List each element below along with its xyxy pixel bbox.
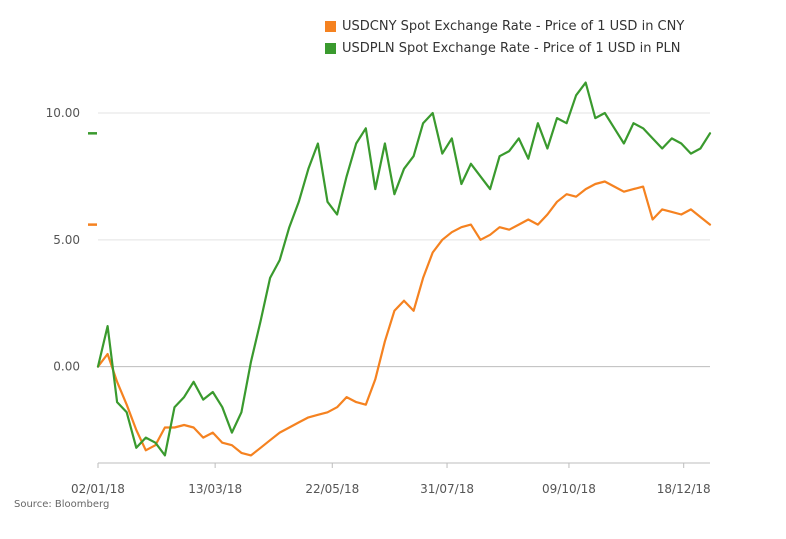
y-tick-label: 5.00 xyxy=(53,233,80,247)
series-line-usdpln xyxy=(96,81,712,457)
legend-item-usdpln: USDPLN Spot Exchange Rate - Price of 1 U… xyxy=(325,37,684,59)
legend-item-usdcny: USDCNY Spot Exchange Rate - Price of 1 U… xyxy=(325,15,684,37)
y-tick-label: 10.00 xyxy=(46,106,80,120)
legend-swatch-usdcny xyxy=(325,20,336,32)
source-note: Source: Bloomberg xyxy=(14,499,110,510)
chart-legend: USDCNY Spot Exchange Rate - Price of 1 U… xyxy=(325,15,684,59)
y-tick-label: 0.00 xyxy=(53,360,80,374)
x-tick-label: 31/07/18 xyxy=(420,482,474,496)
legend-label-usdpln: USDPLN Spot Exchange Rate - Price of 1 U… xyxy=(342,40,681,56)
x-tick-label: 18/12/18 xyxy=(657,482,711,496)
legend-label-usdcny: USDCNY Spot Exchange Rate - Price of 1 U… xyxy=(342,18,685,34)
x-tick-label: 13/03/18 xyxy=(188,482,242,496)
series-line-usdcny xyxy=(96,180,712,457)
legend-swatch-usdpln xyxy=(325,42,336,54)
x-tick-label: 02/01/18 xyxy=(71,482,125,496)
x-tick-label: 09/10/18 xyxy=(542,482,596,496)
x-tick-label: 22/05/18 xyxy=(305,482,359,496)
